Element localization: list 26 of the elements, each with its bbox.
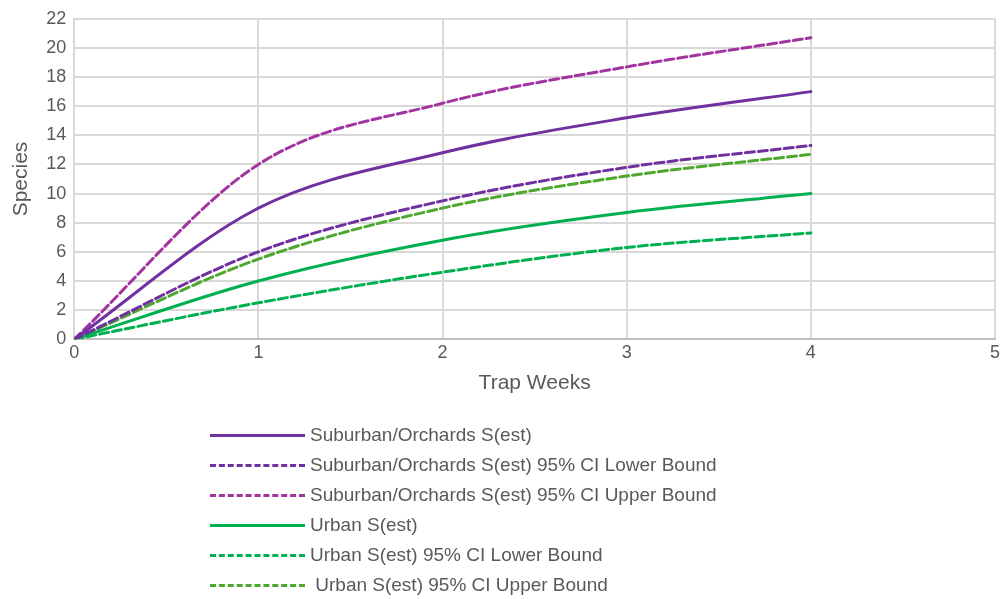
y-tick-label: 14 — [46, 124, 67, 145]
y-tick-label: 4 — [56, 269, 67, 290]
legend-label: Suburban/Orchards S(est) 95% CI Lower Bound — [310, 454, 717, 476]
y-tick-label: 18 — [46, 66, 67, 87]
x-tick-label: 2 — [437, 341, 448, 362]
x-axis-title: Trap Weeks — [478, 370, 591, 394]
y-tick-label: 20 — [46, 36, 67, 57]
x-tick-label: 4 — [805, 341, 816, 362]
x-tick-label: 3 — [621, 341, 632, 362]
y-axis-title: Species — [8, 141, 32, 217]
y-tick-label: 22 — [46, 7, 67, 28]
y-tick-label: 6 — [56, 240, 67, 261]
x-tick-label: 5 — [989, 341, 1001, 362]
legend-label: Urban S(est) 95% CI Lower Bound — [310, 544, 603, 566]
legend-label: Urban S(est) — [310, 514, 418, 536]
y-tick-label: 16 — [46, 95, 67, 116]
y-tick-label: 12 — [46, 153, 67, 174]
y-tick-label: 10 — [46, 182, 67, 203]
x-tick-label: 0 — [69, 341, 80, 362]
y-tick-label: 8 — [56, 211, 67, 232]
legend-label: Suburban/Orchards S(est) 95% CI Upper Bound — [310, 484, 717, 506]
y-tick-label: 2 — [56, 299, 67, 320]
y-tick-label: 0 — [56, 328, 67, 349]
legend-label: Urban S(est) 95% CI Upper Bound — [314, 574, 608, 596]
legend-label: Suburban/Orchards S(est) — [310, 424, 532, 446]
x-tick-label: 1 — [253, 341, 264, 362]
